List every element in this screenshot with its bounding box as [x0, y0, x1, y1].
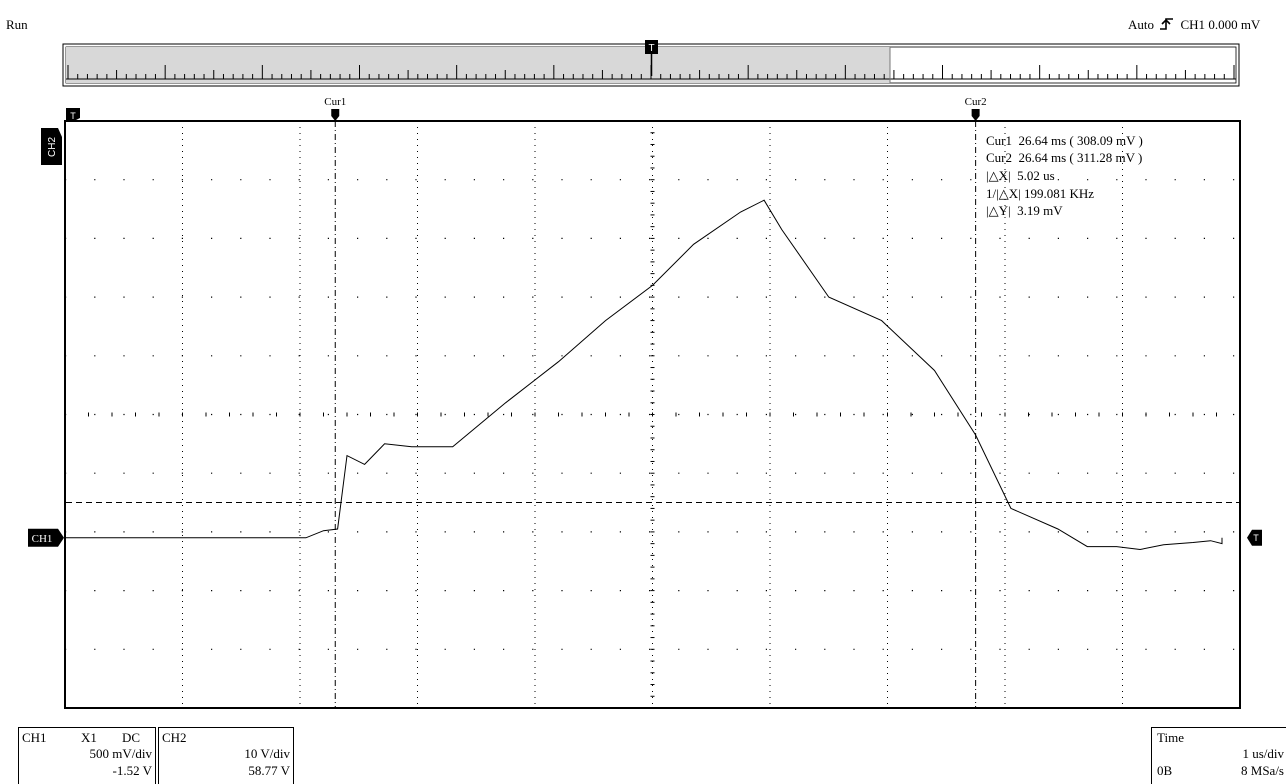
delta-y-readout: |△Y| 3.19 mV: [986, 203, 1063, 218]
cursor-2-label: Cur2: [965, 96, 987, 108]
ch1-scale: 500 mV/div: [89, 746, 152, 761]
trigger-level: 0.000 mV: [1208, 17, 1261, 32]
inverse-delta-x-readout: 1/|△X| 199.081 KHz: [986, 186, 1094, 201]
ch1-panel-name: CH1: [22, 730, 47, 745]
ch1-offset: -1.52 V: [112, 763, 152, 778]
trigger-source: CH1: [1180, 17, 1206, 32]
ch1-waveform: [66, 199, 1223, 551]
ch2-marker[interactable]: CH2: [41, 128, 62, 165]
svg-text:T: T: [648, 43, 654, 54]
time-info-panel[interactable]: Time 1 us/div 0B 8 MSa/s: [1151, 727, 1286, 784]
ch1-info-panel[interactable]: CH1 X1 DC 500 mV/div -1.52 V: [18, 727, 156, 784]
trigger-status: Auto CH1 0.000 mV: [1128, 17, 1260, 32]
cursor-1-marker[interactable]: [331, 109, 340, 121]
run-status: Run: [6, 17, 28, 32]
cursor-2-marker[interactable]: [971, 109, 980, 121]
cursor-1[interactable]: Cur1: [324, 96, 346, 708]
overview-window[interactable]: [66, 47, 890, 83]
left-time-marker[interactable]: T: [66, 108, 80, 122]
rising-edge-icon: [1160, 18, 1174, 30]
ch2-offset: 58.77 V: [248, 763, 290, 778]
svg-text:CH1: CH1: [32, 533, 53, 545]
ch1-coupling: DC: [122, 730, 141, 745]
svg-text:CH2: CH2: [47, 137, 58, 157]
trigger-mode: Auto: [1128, 17, 1154, 32]
svg-text:T: T: [1253, 533, 1259, 543]
ch2-panel-name: CH2: [162, 730, 187, 745]
scope-display: T Cur1 Cur2 T CH2: [28, 40, 1262, 709]
right-trigger-marker[interactable]: T: [1247, 529, 1262, 546]
time-scale: 1 us/div: [1242, 746, 1284, 761]
svg-text:T: T: [70, 111, 76, 121]
memory-depth: 0B: [1157, 763, 1173, 778]
sample-rate: 8 MSa/s: [1241, 763, 1284, 778]
ch1-probe: X1: [81, 730, 97, 745]
cursor-1-label: Cur1: [324, 96, 346, 108]
graticule-grid: [64, 120, 1241, 708]
cur2-readout: Cur2 26.64 ms ( 311.28 mV ): [986, 150, 1142, 165]
overview-trigger-marker[interactable]: T: [645, 40, 658, 76]
ch2-scale: 10 V/div: [244, 746, 290, 761]
cursor-2[interactable]: Cur2: [965, 96, 987, 708]
time-panel-title: Time: [1157, 730, 1184, 745]
ch1-marker[interactable]: CH1: [28, 528, 64, 547]
ch2-info-panel[interactable]: CH2 10 V/div 58.77 V: [158, 727, 294, 784]
delta-x-readout: |△X| 5.02 us: [986, 168, 1055, 183]
cur1-readout: Cur1 26.64 ms ( 308.09 mV ): [986, 133, 1143, 148]
cursor-measurements: Cur1 26.64 ms ( 308.09 mV ) Cur2 26.64 m…: [986, 133, 1143, 218]
